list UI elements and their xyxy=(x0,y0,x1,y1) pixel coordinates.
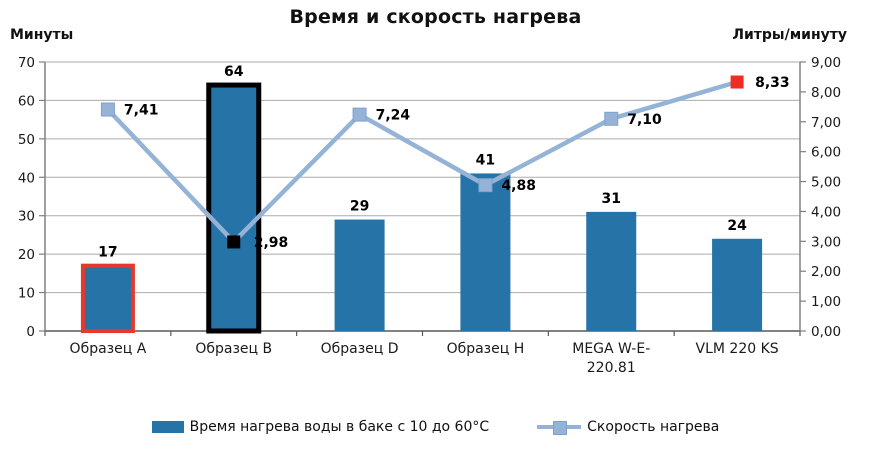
left-tick-label: 50 xyxy=(18,132,35,148)
category-label: Образец H xyxy=(447,341,525,357)
bar-data-label: 29 xyxy=(350,199,369,215)
right-tick-label: 5,00 xyxy=(811,175,841,191)
right-axis-title: Литры/минуту xyxy=(732,27,847,43)
bar-3 xyxy=(460,173,511,331)
chart-title: Время и скорость нагрева xyxy=(289,6,582,28)
line-data-label: 7,24 xyxy=(376,108,411,124)
category-label: Образец D xyxy=(321,341,399,357)
right-tick-label: 1,00 xyxy=(811,294,841,310)
right-tick-label: 4,00 xyxy=(811,204,841,220)
line-marker-1 xyxy=(227,235,241,249)
left-tick-label: 30 xyxy=(18,209,35,225)
left-tick-label: 20 xyxy=(18,247,35,263)
legend-bar-swatch-icon xyxy=(151,421,184,433)
right-tick-label: 6,00 xyxy=(811,145,841,161)
legend-line-marker-icon xyxy=(553,421,568,435)
left-tick-label: 40 xyxy=(18,170,35,186)
left-tick-label: 60 xyxy=(18,93,35,109)
right-tick-label: 2,00 xyxy=(811,264,841,280)
left-tick-label: 10 xyxy=(18,286,35,302)
line-data-label: 7,41 xyxy=(124,103,159,119)
right-tick-label: 7,00 xyxy=(811,115,841,131)
bar-data-label: 41 xyxy=(476,152,495,168)
bar-1 xyxy=(206,82,262,334)
bar-data-label: 31 xyxy=(602,191,621,207)
bar-data-label: 64 xyxy=(224,64,244,80)
line-data-label: 7,10 xyxy=(627,112,662,128)
bar-4 xyxy=(586,211,637,331)
line-data-label: 8,33 xyxy=(755,75,790,91)
line-marker-3 xyxy=(478,178,493,193)
right-tick-label: 8,00 xyxy=(811,85,841,101)
plot-area: 0 10 20 30 40 50 60 70 17 64 29 41 31 24 0,00 1,00 2,00 3… xyxy=(18,55,841,376)
legend-line-label: Скорость нагрева xyxy=(587,419,720,435)
category-label: Образец A xyxy=(70,341,147,357)
legend-line-swatch-icon xyxy=(537,420,582,435)
left-axis-title: Минуты xyxy=(10,27,74,43)
bar-data-label: 17 xyxy=(98,245,117,261)
bar-data-label: 24 xyxy=(727,218,747,234)
chart-legend: Время нагрева воды в баке с 10 до 60°C С… xyxy=(0,419,871,435)
category-label: MEGA W-E- xyxy=(572,341,650,357)
bar-2 xyxy=(334,219,385,331)
category-label: VLM 220 KS xyxy=(696,341,779,357)
right-tick-label: 3,00 xyxy=(811,234,841,250)
bar-5 xyxy=(712,238,763,331)
category-label: Образец B xyxy=(195,341,272,357)
legend-item-line: Скорость нагрева xyxy=(537,419,719,435)
legend-item-bar: Время нагрева воды в баке с 10 до 60°C xyxy=(151,419,490,435)
left-tick-label: 0 xyxy=(26,324,35,340)
bar-0 xyxy=(80,263,135,333)
line-data-label: 2,98 xyxy=(254,235,289,251)
right-tick-label: 0,00 xyxy=(811,324,841,340)
line-marker-4 xyxy=(604,111,619,126)
line-marker-5 xyxy=(730,75,744,89)
line-marker-2 xyxy=(352,107,367,122)
line-marker-0 xyxy=(100,102,115,117)
heating-speed-line xyxy=(106,79,738,245)
left-tick-label: 70 xyxy=(18,55,35,71)
category-label: 220.81 xyxy=(587,360,636,376)
legend-bar-label: Время нагрева воды в баке с 10 до 60°C xyxy=(189,419,490,435)
line-data-label: 4,88 xyxy=(501,178,536,194)
right-tick-label: 9,00 xyxy=(811,55,841,71)
